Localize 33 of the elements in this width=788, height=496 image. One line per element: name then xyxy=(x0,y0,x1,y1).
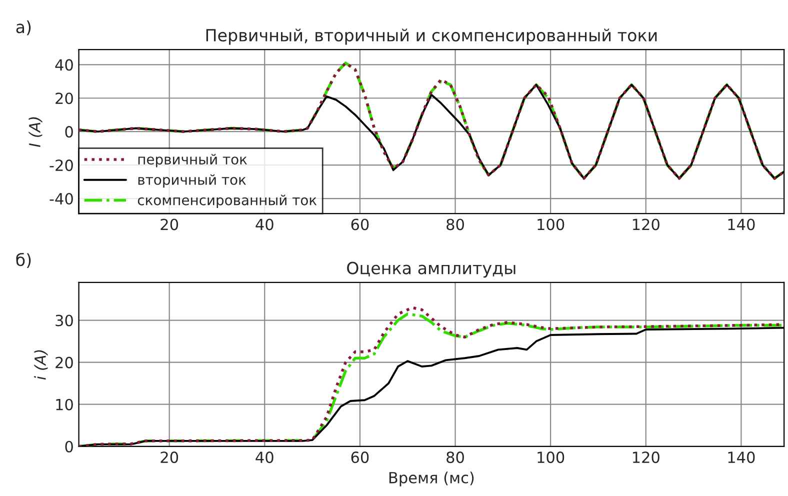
x-tick-label: 20 xyxy=(160,218,178,230)
y-tick-label: 20 xyxy=(56,92,73,104)
x-tick-label: 80 xyxy=(446,452,464,464)
y-tick-label: 0 xyxy=(65,440,73,452)
x-tick-label: 140 xyxy=(728,218,755,230)
x-tick-label: 80 xyxy=(446,218,464,230)
y-tick-label: 0 xyxy=(65,126,73,138)
y-axis-title: i (A) xyxy=(34,350,48,380)
text: а) xyxy=(16,20,31,36)
x-tick-label: 40 xyxy=(256,452,274,464)
legend-label: скомпенсированный ток xyxy=(138,194,317,208)
y-tick-label: 30 xyxy=(56,314,73,326)
y-axis-title: I (A) xyxy=(28,117,42,148)
x-tick-label: 60 xyxy=(351,218,369,230)
x-tick-label: 120 xyxy=(632,452,660,464)
chart-title: Первичный, вторичный и скомпенсированный токи xyxy=(206,28,657,45)
legend-label: вторичный ток xyxy=(138,174,246,188)
y-tick-label: 20 xyxy=(56,356,73,368)
x-tick-label: 20 xyxy=(160,452,178,464)
x-tick-label: 100 xyxy=(538,218,564,230)
legend-label: первичный ток xyxy=(138,154,247,168)
text: б) xyxy=(16,252,31,268)
x-tick-label: 40 xyxy=(256,218,274,230)
y-tick-label: -40 xyxy=(50,192,73,205)
chart-title: Оценка амплитуды xyxy=(347,262,516,278)
y-tick-label: 40 xyxy=(55,59,73,71)
x-tick-label: 100 xyxy=(538,452,564,464)
x-tick-label: 60 xyxy=(351,452,369,464)
y-tick-label: 10 xyxy=(56,398,73,410)
x-tick-label: 120 xyxy=(632,218,660,230)
x-tick-label: 140 xyxy=(728,452,755,464)
y-tick-label: -20 xyxy=(50,160,73,172)
x-axis-title: Время (мс) xyxy=(389,472,474,486)
